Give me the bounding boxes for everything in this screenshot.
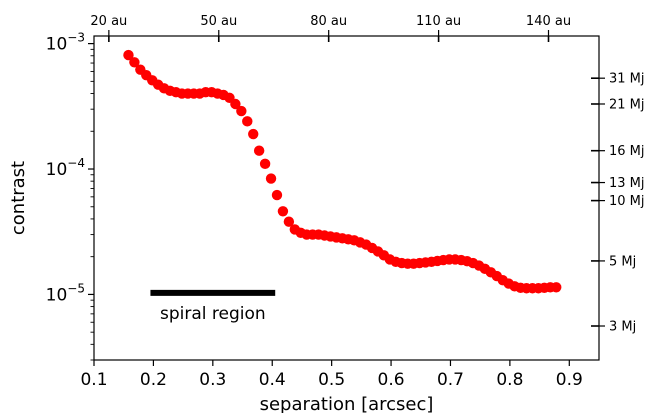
- x-tick-label: 0.7: [437, 370, 464, 390]
- x-tick-label: 0.9: [556, 370, 583, 390]
- x-axis-title: separation [arcsec]: [260, 394, 434, 413]
- x-axis-top: 20 au 50 au 80 au 110 au 140 au: [90, 14, 571, 42]
- top-tick-label: 140 au: [526, 14, 571, 29]
- x-tick-label: 0.6: [378, 370, 405, 390]
- y-axis-title: contrast: [8, 161, 29, 235]
- annotation-layer: spiral region: [150, 289, 276, 324]
- x-tick-label: 0.1: [80, 370, 107, 390]
- right-tick-label: 13 Mj: [609, 176, 645, 191]
- plot-frame: [93, 35, 600, 361]
- right-tick-label: 21 Mj: [609, 97, 645, 112]
- right-tick-label: 10 Mj: [609, 194, 645, 209]
- data-point: [230, 98, 241, 110]
- data-markers: [123, 49, 562, 294]
- top-tick-label: 20 au: [90, 14, 127, 29]
- x-tick-label: 0.4: [259, 370, 286, 390]
- data-point: [259, 158, 271, 170]
- x-tick-label: 0.3: [199, 370, 226, 390]
- right-tick-label: 3 Mj: [609, 320, 636, 335]
- top-tick-label: 110 au: [416, 14, 461, 29]
- y-tick-label: 10−4: [46, 156, 85, 180]
- right-tick-label: 16 Mj: [609, 144, 645, 159]
- data-point: [551, 282, 562, 293]
- x-axis-bottom: 0.1 0.2 0.3 0.4 0.5 0.6 0.7 0.8 0.9: [80, 360, 583, 390]
- data-point: [248, 128, 259, 140]
- data-point: [283, 216, 295, 227]
- data-point: [253, 145, 265, 156]
- top-tick-label: 50 au: [200, 14, 237, 29]
- data-point: [271, 189, 283, 201]
- data-point: [277, 206, 289, 217]
- x-tick-label: 0.5: [318, 370, 345, 390]
- right-tick-label: 31 Mj: [609, 72, 645, 87]
- data-point: [123, 49, 134, 61]
- x-tick-label: 0.2: [140, 370, 167, 390]
- y-tick-label: 10−5: [46, 281, 85, 305]
- y-axis-right: 31 Mj 21 Mj 16 Mj 13 Mj 10 Mj 5 Mj 3 Mj: [591, 72, 645, 335]
- x-tick-label: 0.8: [496, 370, 523, 390]
- top-tick-label: 80 au: [310, 14, 347, 29]
- spiral-region-label: spiral region: [160, 304, 266, 324]
- data-point: [265, 173, 277, 184]
- y-axis-left: 10−5 10−4 10−3: [46, 31, 94, 361]
- data-point: [236, 105, 247, 117]
- right-tick-label: 5 Mj: [609, 254, 636, 269]
- data-point: [242, 116, 253, 127]
- y-tick-label: 10−3: [46, 31, 85, 55]
- data-point: [129, 57, 140, 68]
